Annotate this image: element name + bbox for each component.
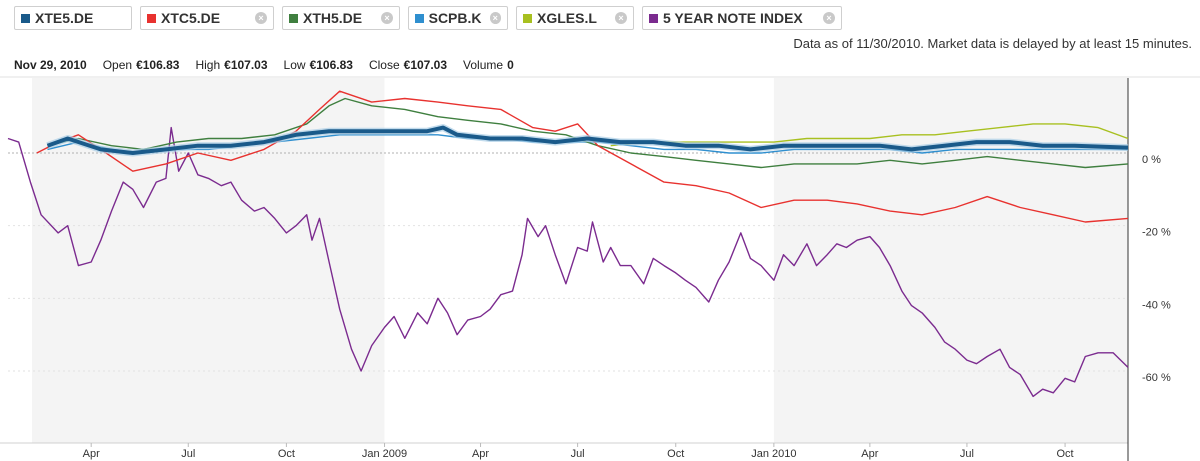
y-tick-label: -20 %	[1142, 227, 1171, 239]
legend-chip-xgles-l[interactable]: XGLES.L ×	[516, 6, 634, 30]
x-tick-label: Oct	[278, 448, 295, 460]
remove-series-icon[interactable]: ×	[255, 12, 267, 24]
legend: XTE5.DE XTC5.DE × XTH5.DE × SCPB.K × XGLES.L × 5 …	[14, 6, 842, 30]
legend-swatch	[21, 13, 30, 23]
legend-label: XGLES.L	[537, 10, 597, 26]
x-tick-label: Jul	[571, 448, 585, 460]
series-line-xtc5-de	[36, 90, 1129, 223]
legend-chip-5-year-note-index[interactable]: 5 YEAR NOTE INDEX ×	[642, 6, 842, 30]
x-tick-label: Jul	[960, 448, 974, 460]
legend-label: 5 YEAR NOTE INDEX	[663, 10, 803, 26]
x-tick-label: Apr	[861, 448, 878, 460]
y-tick-label: 0 %	[1142, 154, 1161, 166]
x-tick-label: Jan 2010	[751, 448, 796, 460]
quote-low: Low €106.83	[283, 58, 353, 72]
x-tick-label: Apr	[472, 448, 489, 460]
legend-chip-xtc5-de[interactable]: XTC5.DE ×	[140, 6, 274, 30]
quote-close: Close €107.03	[368, 58, 448, 72]
legend-swatch	[147, 13, 156, 23]
legend-label: SCPB.K	[428, 10, 482, 26]
legend-swatch	[649, 13, 658, 23]
legend-label: XTH5.DE	[303, 10, 363, 26]
x-tick-label: Apr	[83, 448, 100, 460]
legend-chip-xth5-de[interactable]: XTH5.DE ×	[282, 6, 400, 30]
quote-bar: Nov 29, 2010 Open €106.83 High €107.03 Low…	[14, 58, 514, 72]
remove-series-icon[interactable]: ×	[823, 12, 835, 24]
quote-open: Open €106.83	[102, 58, 180, 72]
series-line-5-year-note-index	[7, 126, 1129, 398]
series-line-xgles-l	[610, 123, 1129, 147]
legend-label: XTE5.DE	[35, 10, 94, 26]
y-tick-label: -60 %	[1142, 372, 1171, 384]
remove-series-icon[interactable]: ×	[381, 12, 393, 24]
legend-swatch	[523, 13, 532, 23]
x-tick-label: Jul	[181, 448, 195, 460]
quote-high: High €107.03	[195, 58, 268, 72]
x-tick-label: Jan 2009	[362, 448, 407, 460]
x-tick-label: Oct	[1057, 448, 1074, 460]
y-tick-label: -40 %	[1142, 299, 1171, 311]
remove-series-icon[interactable]: ×	[615, 12, 627, 24]
series-line-xte5-de	[46, 125, 1129, 155]
legend-chip-scpb-k[interactable]: SCPB.K ×	[408, 6, 508, 30]
legend-swatch	[415, 13, 424, 23]
remove-series-icon[interactable]: ×	[489, 12, 501, 24]
quote-date: Nov 29, 2010	[14, 58, 87, 72]
series-line-xth5-de	[47, 97, 1129, 169]
legend-label: XTC5.DE	[161, 10, 221, 26]
legend-swatch	[289, 13, 298, 23]
quote-volume: Volume 0	[463, 58, 514, 72]
legend-chip-xte5-de[interactable]: XTE5.DE	[14, 6, 132, 30]
data-delay-notice: Data as of 11/30/2010. Market data is de…	[793, 36, 1192, 51]
x-tick-label: Oct	[667, 448, 684, 460]
